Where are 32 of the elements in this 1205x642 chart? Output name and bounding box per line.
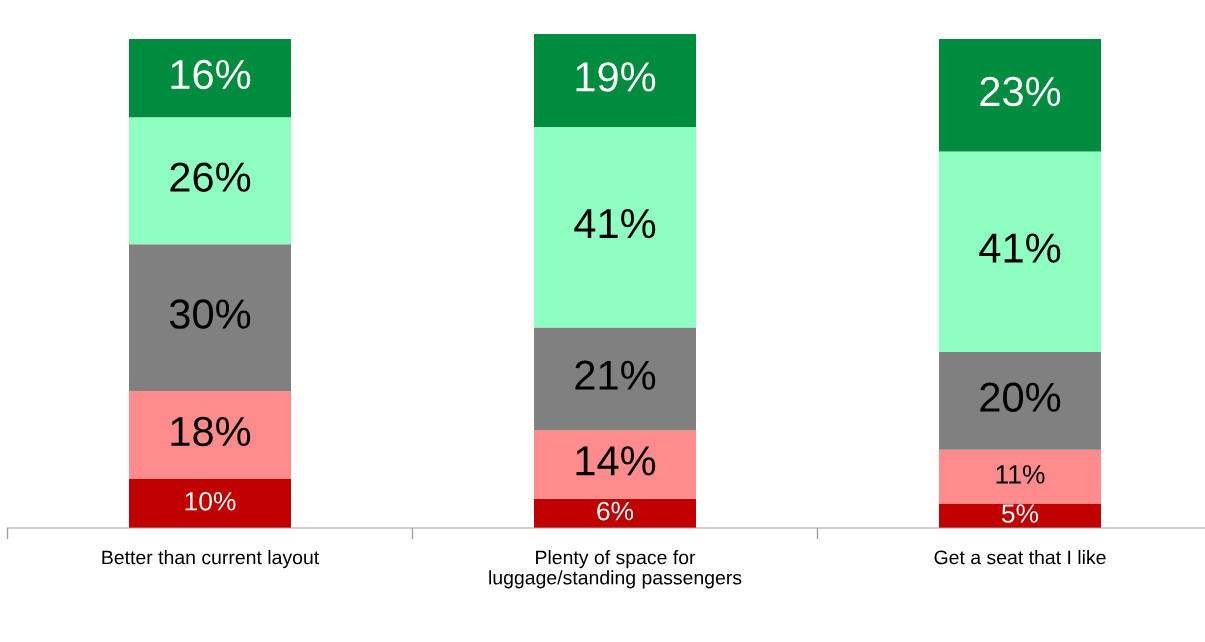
bar	[939, 38, 1101, 152]
bar	[939, 351, 1101, 450]
bar	[534, 126, 696, 328]
bar	[129, 244, 291, 392]
data-label: 26%	[170, 162, 251, 192]
data-label: 19%	[576, 62, 656, 92]
data-label: 11%	[996, 465, 1045, 484]
data-label: 18%	[171, 416, 251, 447]
data-label: 41%	[574, 209, 656, 239]
data-label: 41%	[979, 233, 1061, 263]
bar	[534, 430, 696, 499]
data-label: 23%	[980, 76, 1061, 107]
x-tick-label: Get a seat that I like	[934, 550, 1106, 565]
x-tick-label: Better than current layout	[102, 550, 320, 569]
bar	[534, 327, 696, 431]
bar	[129, 479, 291, 528]
bar	[939, 449, 1101, 504]
bar	[129, 117, 291, 245]
bar	[534, 498, 696, 528]
data-label: 10%	[185, 491, 236, 511]
x-tick-label: Plenty of space for luggage/standing passengers	[489, 550, 742, 589]
data-label: 30%	[169, 299, 251, 329]
data-label: 14%	[576, 446, 656, 476]
bar	[129, 391, 291, 480]
bar	[534, 34, 696, 127]
data-label: 20%	[980, 382, 1061, 413]
bar	[129, 38, 291, 118]
data-label: 6%	[597, 501, 634, 521]
data-label: 5%	[1001, 504, 1039, 523]
data-label: 21%	[575, 360, 656, 390]
bar	[939, 151, 1101, 352]
data-label: 16%	[171, 59, 251, 90]
